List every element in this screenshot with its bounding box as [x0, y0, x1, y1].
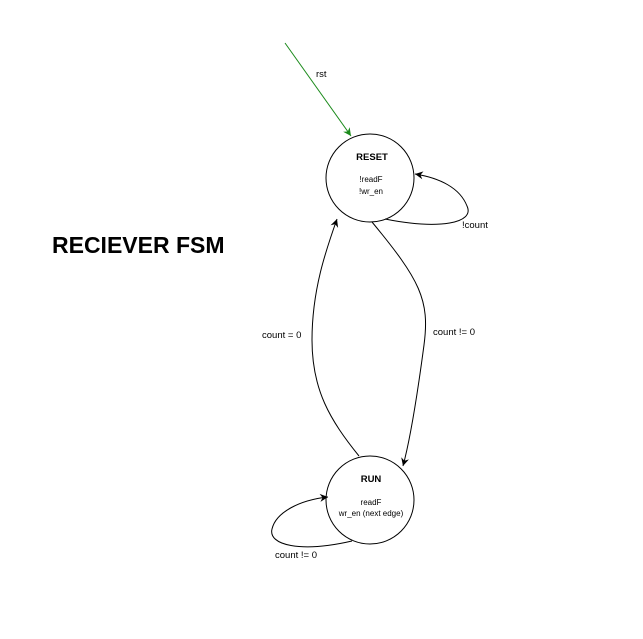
reset-state-output: !wr_en: [359, 187, 383, 196]
rst-transition-label: rst: [316, 69, 327, 80]
reset-self-loop-label: !count: [462, 220, 488, 231]
reset-state-output: !readF: [359, 175, 382, 184]
reset-to-run-arrow: [371, 221, 427, 467]
run-to-reset-label: count = 0: [262, 330, 301, 341]
run-state-output: wr_en (next edge): [338, 509, 404, 518]
run-state[interactable]: RUN readF wr_en (next edge): [325, 455, 415, 545]
reset-state[interactable]: RESET !readF !wr_en: [325, 133, 415, 223]
reset-state-name: RESET: [356, 152, 388, 163]
run-state-output: readF: [361, 498, 382, 507]
reset-state-circle: [325, 133, 415, 223]
reset-to-run-label: count != 0: [433, 327, 475, 338]
run-self-loop-arrow: [271, 493, 353, 548]
run-to-reset-arrow: [311, 218, 360, 457]
run-self-loop-label: count != 0: [275, 550, 317, 561]
run-state-name: RUN: [361, 474, 382, 485]
rst-transition-arrow: [284, 42, 352, 137]
reset-self-loop-arrow: [384, 171, 469, 225]
diagram-title: RECIEVER FSM: [52, 232, 225, 258]
